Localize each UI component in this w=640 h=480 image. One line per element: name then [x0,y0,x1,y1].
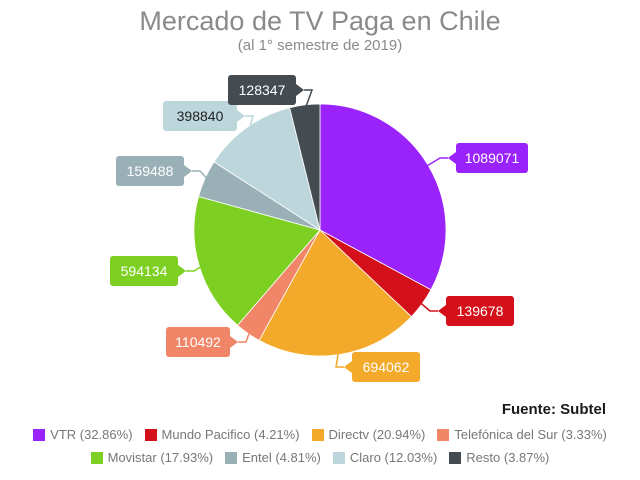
leader-line [186,264,204,272]
legend-swatch [144,428,157,441]
source-label: Fuente: Subtel [501,401,606,418]
legend-item: Mundo Pacifico (4.21%) [144,427,300,442]
leader-line [335,350,344,368]
value-callout: 594134 [110,256,186,286]
legend-item: VTR (32.86%) [33,427,133,442]
slice-movistar [193,196,321,326]
leader-line [245,115,254,131]
data-label: 110492 [175,334,221,350]
legend-label: Claro (12.03%) [349,450,438,465]
chart-subtitle: (al 1° semestre de 2019) [237,37,403,54]
slice-resto [289,103,321,231]
legend-row-1: VTR (32.86%) Mundo Pacifico (4.21%) Direct… [0,427,640,442]
data-label: 398840 [177,108,224,124]
legend-label: Telefónica del Sur (3.33%) [454,427,607,442]
legend-row-2: Movistar (17.93%) Entel (4.81%) Claro (12.… [0,450,640,465]
legend-label: Movistar (17.93%) [107,450,214,465]
legend-swatch [332,451,345,464]
value-callout: 398840 [163,101,245,131]
legend-item: Movistar (17.93%) [90,450,214,465]
leader-line [238,329,252,343]
data-label: 594134 [121,263,168,279]
slice-claro [213,107,321,231]
legend-label: Entel (4.81%) [242,450,321,465]
legend-swatch [437,428,450,441]
data-label: 1089071 [465,150,520,166]
value-callout: 128347 [228,75,304,105]
leader-line [304,89,314,110]
legend-item: Entel (4.81%) [225,450,321,465]
data-label: 694062 [363,359,410,375]
legend-item: Directv (20.94%) [311,427,426,442]
legend-label: Resto (3.87%) [466,450,550,465]
legend-label: Mundo Pacifico (4.21%) [161,427,300,442]
legend-swatch [33,428,46,441]
legend-item: Telefónica del Sur (3.33%) [437,427,607,442]
data-label: 128347 [239,82,286,98]
slice-directv [258,229,413,357]
legend-swatch [225,451,238,464]
legend-swatch [311,428,324,441]
legend-item: Claro (12.03%) [332,450,438,465]
leader-line [424,157,448,169]
value-callout: 694062 [344,352,420,382]
legend-swatch [90,451,103,464]
data-label: 139678 [457,303,504,319]
value-callout: 110492 [166,327,238,357]
value-callout: 159488 [116,156,192,186]
chart-title: Mercado de TV Paga en Chile [139,6,501,36]
legend-label: Directv (20.94%) [328,427,426,442]
legend-item: Resto (3.87%) [449,450,549,465]
value-callout: 1089071 [448,143,528,173]
leader-line [192,170,210,181]
value-callout: 139678 [438,296,514,326]
legend-label: VTR (32.86%) [50,427,133,442]
leader-line [418,300,438,312]
legend-swatch [449,451,462,464]
data-label: 159488 [127,163,174,179]
